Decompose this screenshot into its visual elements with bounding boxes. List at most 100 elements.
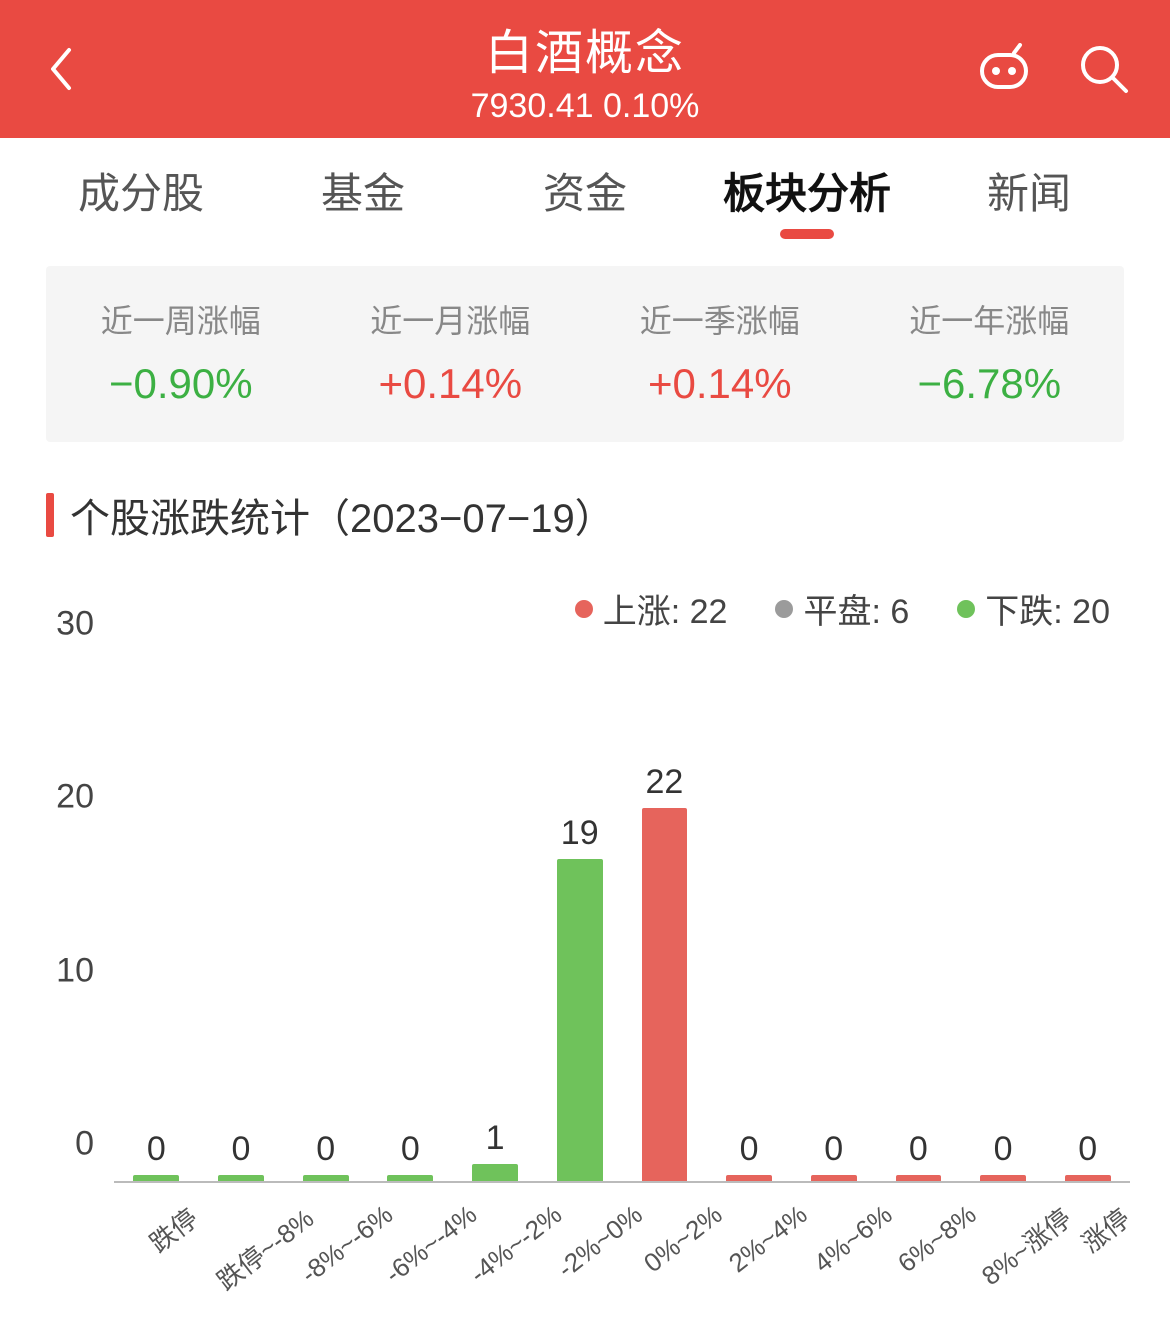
y-tick: 0 bbox=[75, 1125, 94, 1164]
bar-value-label: 0 bbox=[994, 1130, 1013, 1169]
x-label-slot: 6%~8% bbox=[876, 1183, 961, 1313]
bar-slot-11: 0 bbox=[1045, 673, 1130, 1181]
period-cell-3: 近一年涨幅 −6.78% bbox=[855, 296, 1125, 408]
x-label-slot: 跌停~-8% bbox=[199, 1183, 284, 1313]
search-icon bbox=[1078, 43, 1130, 95]
period-value: +0.14% bbox=[585, 360, 855, 408]
period-cell-0: 近一周涨幅 −0.90% bbox=[46, 296, 316, 408]
index-change: 0.10% bbox=[603, 87, 699, 125]
bar-slot-9: 0 bbox=[876, 673, 961, 1181]
legend-down-label: 下跌: 20 bbox=[985, 584, 1110, 633]
bar-value-label: 0 bbox=[232, 1130, 251, 1169]
tab-bar: 成分股基金资金板块分析新闻 bbox=[0, 138, 1170, 242]
back-button[interactable] bbox=[40, 46, 80, 92]
bar-value-label: 0 bbox=[401, 1130, 420, 1169]
legend-flat-label: 平盘: 6 bbox=[803, 584, 909, 633]
y-tick: 10 bbox=[56, 951, 94, 990]
period-label: 近一年涨幅 bbox=[855, 296, 1125, 342]
bar-rect bbox=[387, 1175, 433, 1181]
search-button[interactable] bbox=[1078, 43, 1130, 95]
app-header: 白酒概念 7930.41 0.10% bbox=[0, 0, 1170, 138]
bar-rect bbox=[303, 1175, 349, 1181]
x-label-slot: 0%~2% bbox=[622, 1183, 707, 1313]
y-axis: 0102030 bbox=[30, 663, 104, 1183]
bar-rect bbox=[726, 1175, 772, 1181]
legend-up-label: 上涨: 22 bbox=[603, 584, 728, 633]
legend-flat-dot bbox=[775, 600, 793, 618]
tab-0[interactable]: 成分股 bbox=[30, 160, 252, 221]
bar-rect bbox=[896, 1175, 942, 1181]
chart-plot-area: 00001192200000 bbox=[114, 673, 1130, 1183]
bar-rect bbox=[811, 1175, 857, 1181]
tab-3[interactable]: 板块分析 bbox=[696, 160, 918, 221]
y-tick: 20 bbox=[56, 778, 94, 817]
bar-value-label: 1 bbox=[486, 1119, 505, 1158]
bar-slot-1: 0 bbox=[199, 673, 284, 1181]
x-label-slot: -2%~0% bbox=[537, 1183, 622, 1313]
x-label-slot: -8%~-6% bbox=[283, 1183, 368, 1313]
bar-value-label: 0 bbox=[316, 1130, 335, 1169]
x-axis-label: 涨停 bbox=[1073, 1199, 1137, 1260]
bar-slot-3: 0 bbox=[368, 673, 453, 1181]
period-value: −0.90% bbox=[46, 360, 316, 408]
period-value: −6.78% bbox=[855, 360, 1125, 408]
index-value: 7930.41 bbox=[471, 87, 594, 125]
tab-4[interactable]: 新闻 bbox=[918, 160, 1140, 221]
legend-flat: 平盘: 6 bbox=[775, 584, 909, 633]
distribution-chart: 0102030 00001192200000 跌停跌停~-8%-8%~-6%-6… bbox=[30, 663, 1140, 1313]
bar-value-label: 0 bbox=[824, 1130, 843, 1169]
tab-1[interactable]: 基金 bbox=[252, 160, 474, 221]
bar-value-label: 0 bbox=[909, 1130, 928, 1169]
bar-slot-2: 0 bbox=[283, 673, 368, 1181]
bar-slot-4: 1 bbox=[453, 673, 538, 1181]
period-label: 近一周涨幅 bbox=[46, 296, 316, 342]
header-title-block: 白酒概念 7930.41 0.10% bbox=[471, 13, 700, 126]
x-label-slot: 8%~涨停 bbox=[961, 1183, 1046, 1313]
x-label-slot: -4%~-2% bbox=[453, 1183, 538, 1313]
x-axis-labels: 跌停跌停~-8%-8%~-6%-6%~-4%-4%~-2%-2%~0%0%~2%… bbox=[114, 1183, 1130, 1313]
bar-value-label: 0 bbox=[1078, 1130, 1097, 1169]
chart-legend: 上涨: 22 平盘: 6 下跌: 20 bbox=[0, 584, 1110, 633]
period-label: 近一季涨幅 bbox=[585, 296, 855, 342]
legend-up: 上涨: 22 bbox=[575, 584, 728, 633]
legend-down: 下跌: 20 bbox=[957, 584, 1110, 633]
bar-value-label: 19 bbox=[561, 814, 599, 853]
period-label: 近一月涨幅 bbox=[316, 296, 586, 342]
page-title: 白酒概念 bbox=[471, 13, 700, 83]
legend-up-dot bbox=[575, 600, 593, 618]
bar-rect bbox=[980, 1175, 1026, 1181]
bar-slot-0: 0 bbox=[114, 673, 199, 1181]
chevron-left-icon bbox=[47, 46, 73, 92]
bar-slot-7: 0 bbox=[707, 673, 792, 1181]
period-cell-1: 近一月涨幅 +0.14% bbox=[316, 296, 586, 408]
x-label-slot: 4%~6% bbox=[791, 1183, 876, 1313]
period-value: +0.14% bbox=[316, 360, 586, 408]
bar-slot-5: 19 bbox=[537, 673, 622, 1181]
x-label-slot: -6%~-4% bbox=[368, 1183, 453, 1313]
legend-down-dot bbox=[957, 600, 975, 618]
bar-slot-8: 0 bbox=[791, 673, 876, 1181]
assistant-button[interactable] bbox=[976, 43, 1032, 95]
section-title: 个股涨跌统计（2023−07−19） bbox=[46, 486, 1124, 544]
bar-slot-6: 22 bbox=[622, 673, 707, 1181]
bar-rect bbox=[1065, 1175, 1111, 1181]
bar-rect bbox=[133, 1175, 179, 1181]
robot-icon bbox=[976, 43, 1032, 95]
bar-slot-10: 0 bbox=[961, 673, 1046, 1181]
x-label-slot: 2%~4% bbox=[707, 1183, 792, 1313]
period-returns-panel: 近一周涨幅−0.90%近一月涨幅+0.14%近一季涨幅+0.14%近一年涨幅−6… bbox=[46, 266, 1124, 442]
x-label-slot: 涨停 bbox=[1045, 1183, 1130, 1313]
bars-container: 00001192200000 bbox=[114, 673, 1130, 1181]
y-tick: 30 bbox=[56, 605, 94, 644]
tab-2[interactable]: 资金 bbox=[474, 160, 696, 221]
bar-value-label: 22 bbox=[645, 763, 683, 802]
bar-rect bbox=[472, 1164, 518, 1181]
x-label-slot: 跌停 bbox=[114, 1183, 199, 1313]
bar-rect bbox=[642, 808, 688, 1181]
index-quote: 7930.41 0.10% bbox=[471, 87, 700, 126]
bar-rect bbox=[218, 1175, 264, 1181]
section-title-text: 个股涨跌统计（2023−07−19） bbox=[70, 486, 615, 544]
bar-value-label: 0 bbox=[147, 1130, 166, 1169]
x-axis-label: 跌停 bbox=[141, 1199, 205, 1260]
bar-rect bbox=[557, 859, 603, 1181]
